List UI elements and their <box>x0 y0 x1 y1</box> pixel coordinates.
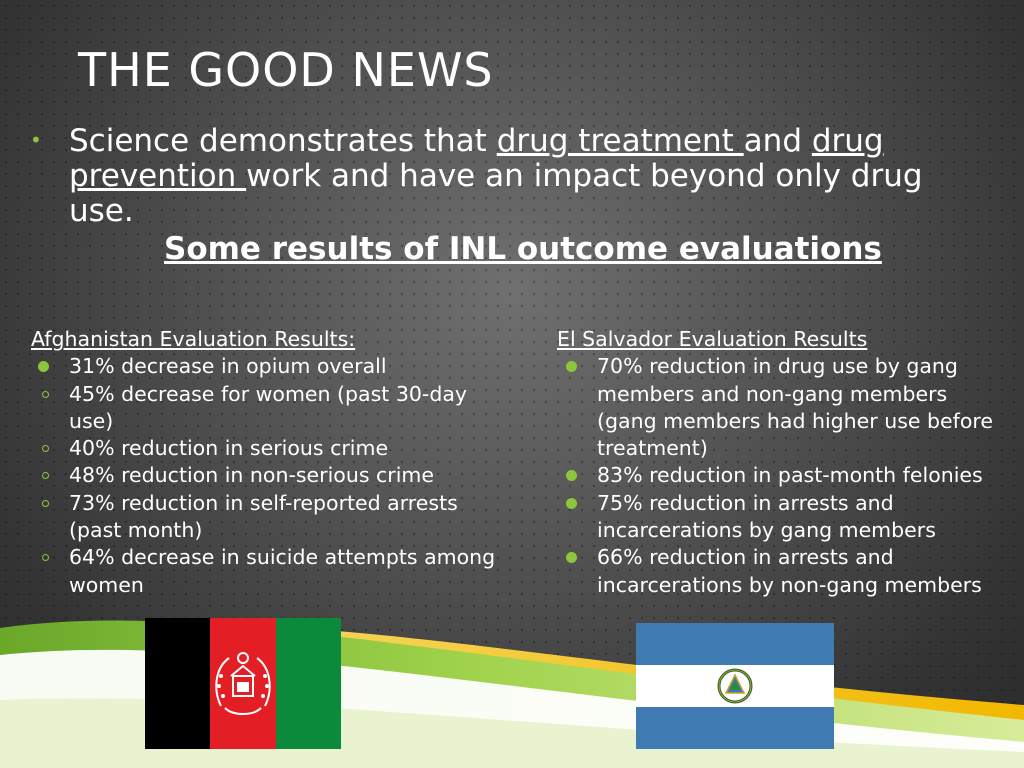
sub-bullet-icon <box>42 445 49 453</box>
main-point-text: Science demonstrates that <box>69 123 497 159</box>
subheading: Some results of INL outcome evaluations <box>164 231 882 267</box>
afghanistan-results: Afghanistan Evaluation Results: 31% decr… <box>31 326 501 599</box>
flag-stripe-green <box>275 618 341 749</box>
list-item-text: 70% reduction in drug use by gang member… <box>597 354 994 461</box>
list-item: 45% decrease for women (past 30-day use) <box>31 381 501 436</box>
list-item-text: 40% reduction in serious crime <box>69 436 389 461</box>
el-salvador-heading: El Salvador Evaluation Results <box>557 327 868 351</box>
afghanistan-heading: Afghanistan Evaluation Results: <box>31 327 356 351</box>
flag-stripe-blue <box>636 623 834 665</box>
list-item-text: 83% reduction in past-month felonies <box>597 463 983 488</box>
drug-treatment-link[interactable]: drug treatment <box>496 123 744 159</box>
list-item-text: 66% reduction in arrests and incarcerati… <box>597 545 982 597</box>
el-salvador-list: 70% reduction in drug use by gang member… <box>557 353 997 599</box>
bullet-icon <box>566 470 577 482</box>
list-item-text: 48% reduction in non-serious crime <box>69 463 434 488</box>
afghanistan-list: 31% decrease in opium overall 45% decrea… <box>31 353 501 599</box>
flag-stripe-white <box>636 665 834 707</box>
flag-stripe-black <box>145 618 211 749</box>
bullet-icon <box>566 552 577 564</box>
flag-stripe-red <box>210 618 276 749</box>
sub-bullet-icon <box>42 554 49 562</box>
list-item-text: 73% reduction in self-reported arrests (… <box>69 490 458 543</box>
list-item: 48% reduction in non-serious crime <box>31 462 501 489</box>
list-item: 64% decrease in suicide attempts among w… <box>31 544 501 599</box>
sub-bullet-icon <box>42 472 49 480</box>
list-item: 31% decrease in opium overall <box>31 353 501 380</box>
flag-stripe-blue <box>636 707 834 749</box>
list-item-text: 64% decrease in suicide attempts among w… <box>69 545 496 597</box>
list-item: 40% reduction in serious crime <box>31 435 501 462</box>
afghanistan-flag <box>145 618 341 749</box>
bullet-icon <box>566 497 577 509</box>
list-item-text: 45% decrease for women (past 30-day use) <box>69 381 468 433</box>
list-item: 70% reduction in drug use by gang member… <box>557 353 997 462</box>
el-salvador-emblem-icon <box>717 668 753 704</box>
drug-prevention-link[interactable]: drug prevention <box>69 123 884 194</box>
sub-bullet-icon <box>42 390 49 398</box>
bullet-icon: • <box>30 128 42 152</box>
list-item: 83% reduction in past-month felonies <box>557 462 997 489</box>
slide-title: THE GOOD NEWS <box>78 43 494 97</box>
afghanistan-emblem-icon <box>215 651 271 715</box>
list-item: 73% reduction in self-reported arrests (… <box>31 490 501 545</box>
list-item-text: 31% decrease in opium overall <box>69 354 387 379</box>
bullet-icon <box>38 361 49 373</box>
list-item-text: 75% reduction in arrests and incarcerati… <box>597 490 936 543</box>
main-point-text: work and have an impact beyond only drug… <box>69 158 923 229</box>
main-point: Science demonstrates that drug treatment… <box>69 124 969 229</box>
bullet-icon <box>566 361 577 373</box>
el-salvador-flag <box>636 623 834 749</box>
sub-bullet-icon <box>42 499 49 507</box>
el-salvador-results: El Salvador Evaluation Results 70% reduc… <box>557 326 997 599</box>
list-item: 66% reduction in arrests and incarcerati… <box>557 544 997 599</box>
main-point-text: and <box>743 123 812 159</box>
list-item: 75% reduction in arrests and incarcerati… <box>557 490 997 545</box>
